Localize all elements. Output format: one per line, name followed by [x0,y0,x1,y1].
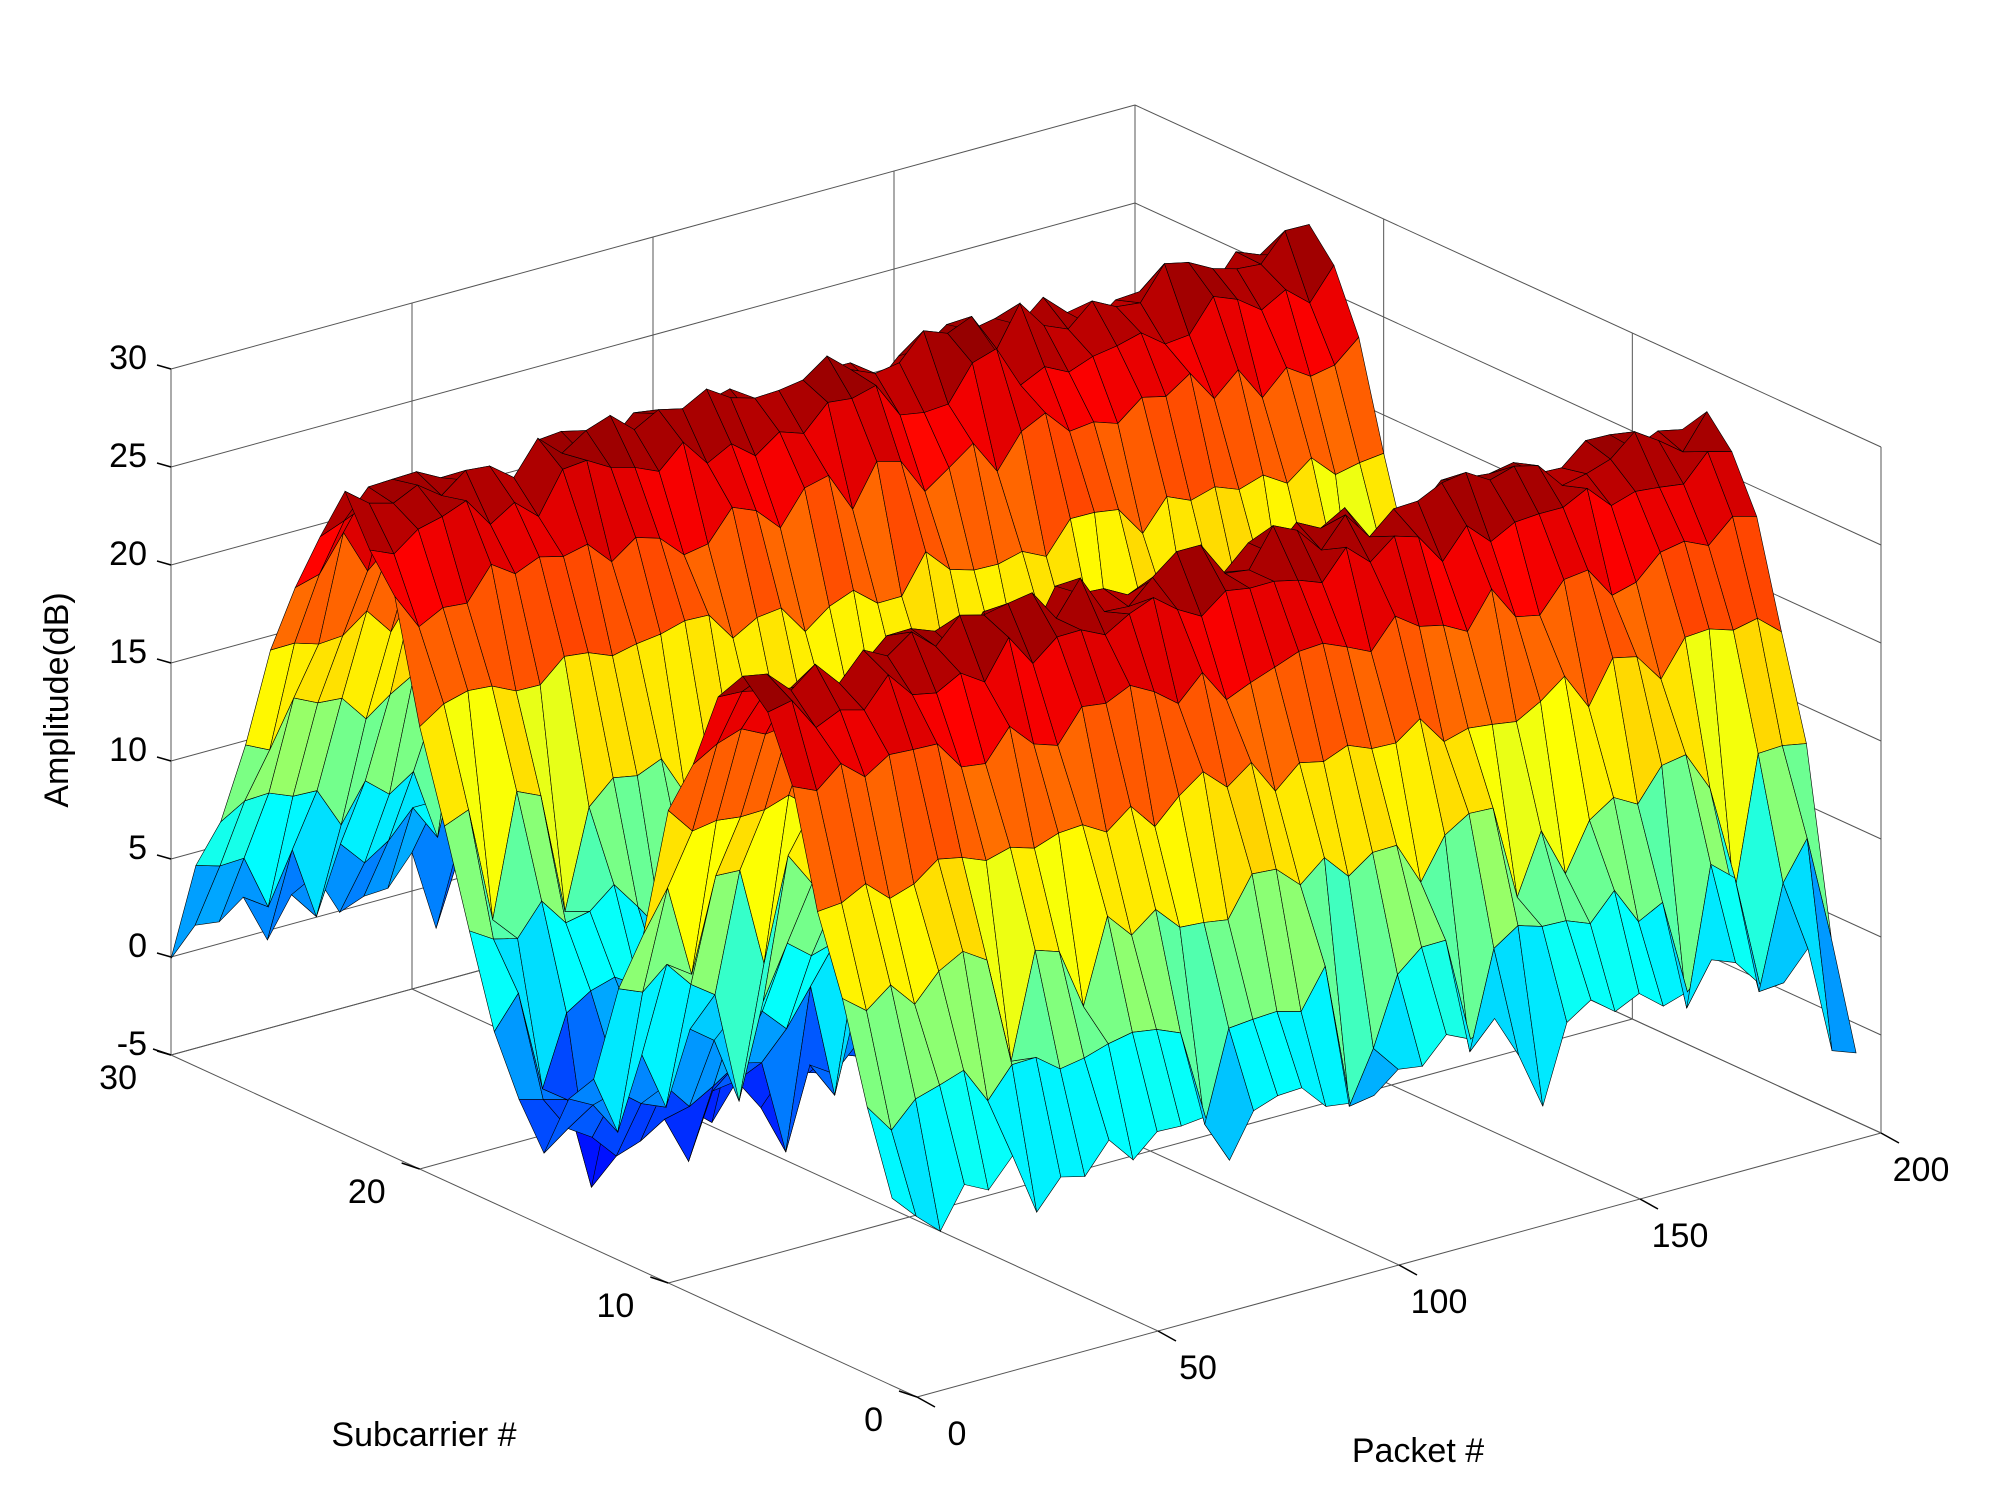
z-tick-mark [156,854,172,860]
z-tick-label: 20 [109,535,147,573]
surface-mesh [170,223,1857,1233]
back-wall-grid-z [170,202,1136,468]
x-tick-mark [916,1396,936,1408]
z-axis-label: Amplitude(dB) [38,592,76,807]
floor-grid-y [668,1018,1633,1284]
x-tick-mark [1880,1132,1900,1144]
y-tick-label: 30 [99,1059,137,1097]
x-tick-label: 100 [1411,1283,1468,1321]
x-tick-label: 0 [948,1415,967,1453]
x-tick-mark [1398,1264,1418,1276]
side-wall-grid-z [1134,104,1882,448]
z-tick-mark [156,1050,172,1056]
z-tick-label: 15 [109,633,147,671]
z-tick-mark [156,756,172,762]
z-tick-mark [156,952,172,958]
y-tick-mark [650,1276,669,1284]
y-tick-label: 10 [597,1287,635,1325]
x-tick-mark [1157,1330,1177,1342]
z-tick-label: 5 [128,829,147,867]
y-tick-label: 0 [864,1401,883,1439]
surface-patch [1806,838,1857,1054]
z-tick-label: 30 [109,339,147,377]
z-tick-mark [156,462,172,468]
z-tick-label: 25 [109,437,147,475]
z-tick-label: -5 [117,1025,147,1063]
z-tick-label: 0 [128,927,147,965]
x-tick-label: 150 [1652,1217,1709,1255]
z-tick-label: 10 [109,731,147,769]
y-tick-mark [898,1390,918,1398]
y-tick-label: 20 [348,1173,386,1211]
z-tick-mark [156,560,172,566]
floor-grid-x [170,1054,918,1398]
y-axis-label: Subcarrier # [331,1416,516,1454]
x-axis-label: Packet # [1352,1432,1484,1470]
x-tick-label: 50 [1179,1349,1217,1387]
x-tick-label: 200 [1893,1151,1950,1189]
y-tick-mark [401,1162,420,1170]
z-tick-mark [156,364,172,370]
back-wall-grid-z [170,104,1136,370]
z-tick-mark [156,658,172,664]
x-tick-mark [1639,1198,1659,1210]
